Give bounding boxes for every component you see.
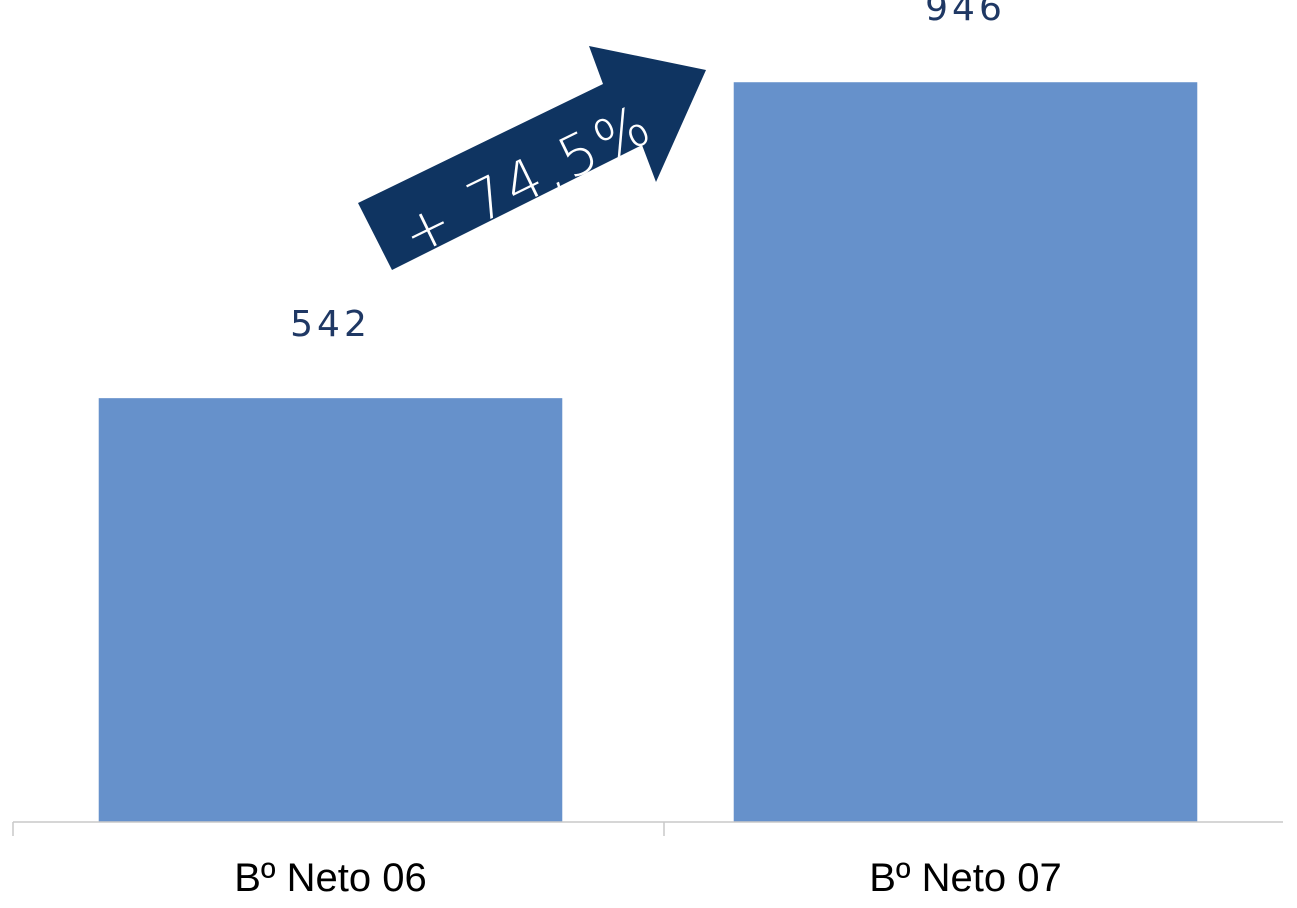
x-tick-label-2: Bº Neto 07 xyxy=(869,856,1062,900)
x-tick-labels-group: Bº Neto 06 Bº Neto 07 xyxy=(234,856,1062,900)
bar-value-label-1: 542 xyxy=(290,304,371,345)
growth-arrow-callout: + 74,5% xyxy=(358,46,706,270)
x-tick-label-1: Bº Neto 06 xyxy=(234,856,427,900)
bar-2 xyxy=(733,82,1198,822)
value-labels-group: 542 946 xyxy=(290,0,1006,345)
bar-value-label-2: 946 xyxy=(925,0,1006,29)
bar-1 xyxy=(98,398,563,822)
growth-arrow-shape xyxy=(358,46,706,270)
bars-group xyxy=(98,82,1198,822)
